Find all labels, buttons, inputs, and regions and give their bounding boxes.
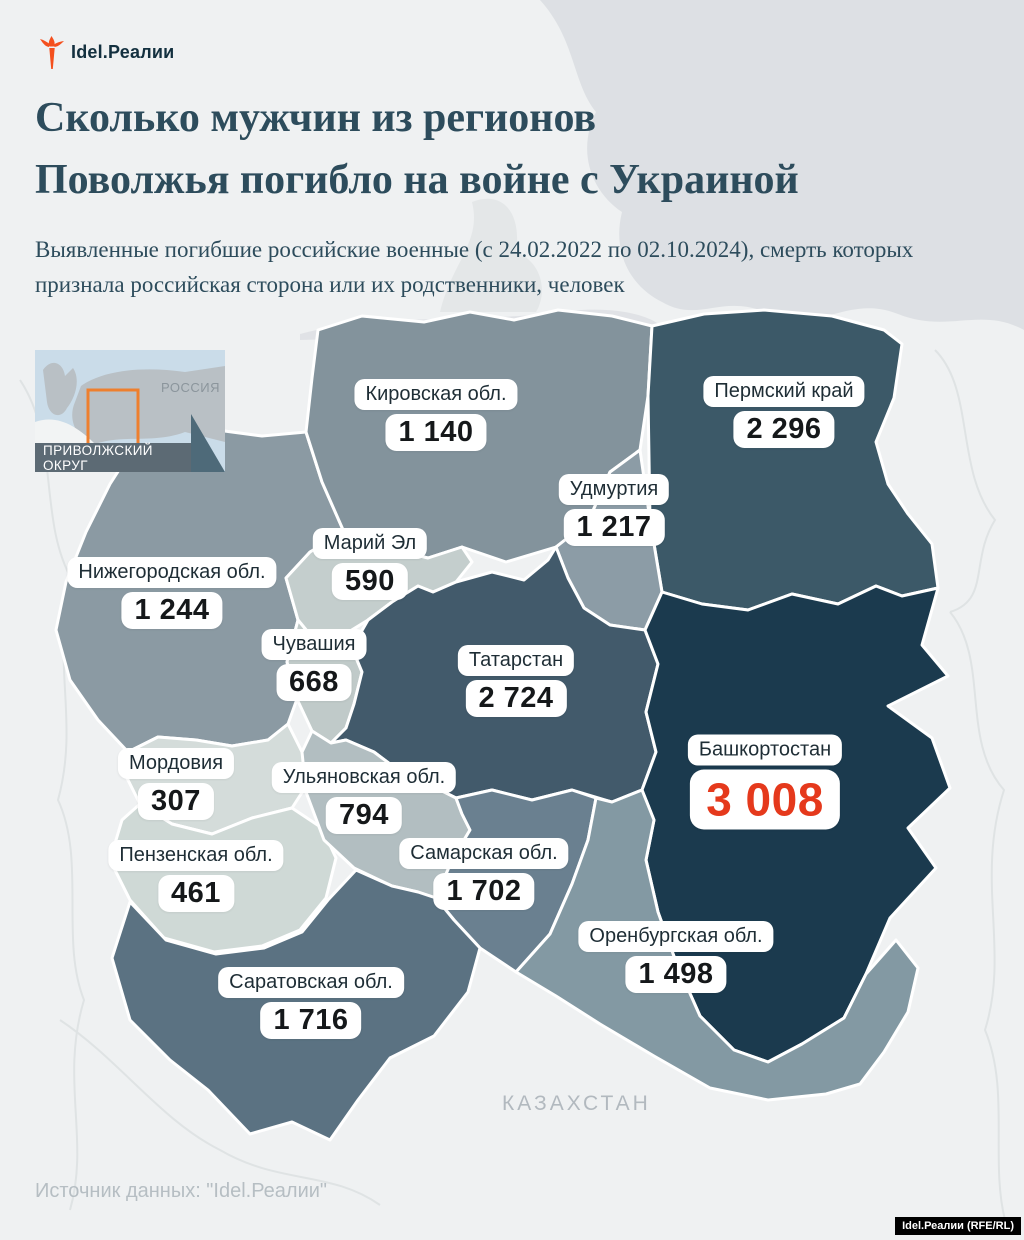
inset-district-label: ПРИВОЛЖСКИЙ ОКРУГ	[43, 442, 153, 473]
region-orenburgskaya	[514, 788, 920, 1102]
region-name: Самарская обл.	[399, 838, 569, 869]
region-value: 590	[332, 563, 408, 600]
region-value: 461	[158, 875, 234, 912]
kazakhstan-label: КАЗАХСТАН	[502, 1092, 651, 1115]
label-kirovskaya: Кировская обл. 1 140	[354, 379, 518, 451]
region-name: Удмуртия	[558, 474, 670, 505]
neighbor-border-right	[949, 611, 1006, 1221]
label-saratovskaya: Саратовская обл. 1 716	[218, 967, 404, 1039]
inset-fold-triangle	[191, 414, 225, 472]
region-name: Мордовия	[117, 748, 235, 779]
label-mariy-el: Марий Эл 590	[312, 528, 428, 600]
region-name: Нижегородская обл.	[67, 557, 277, 588]
silhouette-blob	[440, 198, 542, 312]
label-penzenskaya: Пензенская обл. 461	[108, 840, 284, 912]
region-value: 1 140	[385, 414, 487, 451]
inset-scandinavia	[43, 362, 77, 416]
neighbor-border-ne	[934, 349, 997, 613]
watermark-badge: Idel.Реалии (RFE/RL)	[895, 1217, 1021, 1235]
label-bashkortostan: Башкортостан 3 008	[687, 734, 843, 830]
label-nizhegorodskaya: Нижегородская обл. 1 244	[67, 557, 277, 629]
region-name: Саратовская обл.	[218, 967, 404, 998]
inset-russia-land	[72, 366, 225, 444]
label-permsky: Пермский край 2 296	[703, 376, 865, 448]
russia-silhouette	[540, 0, 1024, 330]
neighbor-border-left	[19, 379, 86, 1211]
page-title: Сколько мужчин из регионов Поволжья поги…	[35, 95, 799, 203]
brand-logo: Idel.Реалии	[40, 36, 174, 69]
source-note: Источник данных: "Idel.Реалии"	[35, 1180, 328, 1202]
label-tatarstan: Татарстан 2 724	[457, 645, 575, 717]
label-orenburgskaya: Оренбургская обл. 1 498	[578, 921, 774, 993]
region-value: 1 244	[121, 592, 223, 629]
region-value: 2 724	[465, 680, 567, 717]
inset-country-label: РОССИЯ	[161, 380, 221, 395]
region-value: 307	[138, 783, 214, 820]
label-samarskaya: Самарская обл. 1 702	[399, 838, 569, 910]
region-name: Кировская обл.	[354, 379, 518, 410]
region-name: Оренбургская обл.	[578, 921, 774, 952]
region-name: Пензенская обл.	[108, 840, 284, 871]
page-subtitle: Выявленные погибшие российские военные (…	[35, 237, 914, 297]
region-name: Пермский край	[703, 376, 865, 407]
region-name: Чувашия	[261, 629, 367, 660]
region-value: 1 498	[625, 956, 727, 993]
region-value: 668	[276, 664, 352, 701]
label-udmurtia: Удмуртия 1 217	[558, 474, 670, 546]
region-value-max: 3 008	[690, 769, 840, 830]
neighbor-border-bottom	[59, 1019, 381, 1206]
inset-map: РОССИЯ ПРИВОЛЖСКИЙ ОКРУГ	[35, 350, 225, 473]
region-name: Башкортостан	[687, 734, 843, 766]
brand-name: Idel.Реалии	[71, 42, 175, 62]
region-value: 1 716	[260, 1002, 362, 1039]
region-name: Татарстан	[457, 645, 575, 676]
region-value: 1 702	[433, 873, 535, 910]
region-value: 794	[326, 797, 402, 834]
inset-district-banner: ПРИВОЛЖСКИЙ ОКРУГ	[35, 442, 191, 473]
torch-icon	[40, 36, 64, 69]
region-value: 1 217	[563, 509, 665, 546]
label-ulyanovskaya: Ульяновская обл. 794	[271, 762, 457, 834]
label-mordovia: Мордовия 307	[117, 748, 235, 820]
region-name: Марий Эл	[312, 528, 428, 559]
label-chuvashia: Чувашия 668	[261, 629, 367, 701]
region-permsky	[646, 308, 940, 612]
region-name: Ульяновская обл.	[271, 762, 457, 793]
region-value: 2 296	[733, 411, 835, 448]
